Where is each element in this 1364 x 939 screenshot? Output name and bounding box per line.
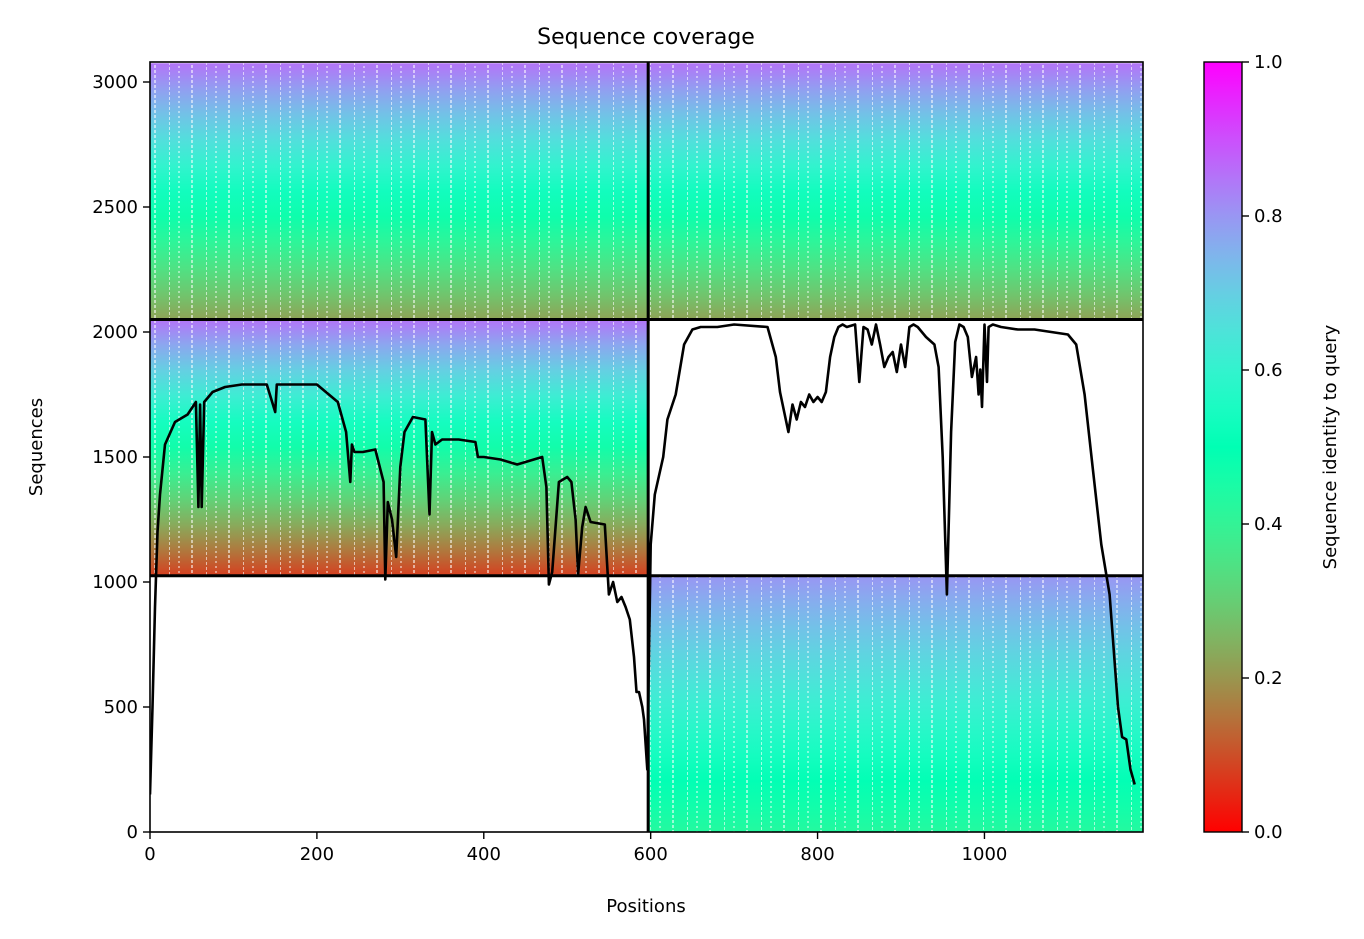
colorbar: 0.0 0.2 0.4 0.6 0.8 1.0 xyxy=(1203,52,1283,843)
colorbar-tick-label: 0.6 xyxy=(1254,360,1283,381)
y-tick-label: 2500 xyxy=(92,197,138,218)
alignment-gaps xyxy=(150,63,1143,832)
x-tick-label: 200 xyxy=(300,844,334,865)
plot-frame xyxy=(149,61,1144,833)
x-tick-label: 1000 xyxy=(962,844,1008,865)
heatmap-block-gaps xyxy=(150,319,649,576)
colorbar-tick-label: 0.4 xyxy=(1254,514,1283,535)
heatmap-block-gaps xyxy=(648,63,1143,320)
chart-title: Sequence coverage xyxy=(537,25,755,50)
colorbar-label: Sequence identity to query xyxy=(1320,324,1341,569)
x-tick-label: 600 xyxy=(633,844,667,865)
y-tick-label: 3000 xyxy=(92,72,138,93)
colorbar-tick-label: 1.0 xyxy=(1254,52,1283,73)
y-axis: 0 500 1000 1500 2000 2500 3000 xyxy=(92,72,150,843)
x-axis-label: Positions xyxy=(606,896,685,917)
coverage-line xyxy=(150,323,1136,795)
heatmap-block-gaps xyxy=(150,63,649,320)
colorbar-tick-label: 0.8 xyxy=(1254,206,1283,227)
y-tick-label: 1500 xyxy=(92,447,138,468)
y-tick-label: 0 xyxy=(127,822,138,843)
y-tick-label: 2000 xyxy=(92,322,138,343)
coverage-line-group xyxy=(150,323,1136,795)
y-axis-label: Sequences xyxy=(26,398,47,496)
colorbar-tick-label: 0.0 xyxy=(1254,822,1283,843)
x-tick-label: 800 xyxy=(800,844,834,865)
colorbar-tick-label: 0.2 xyxy=(1254,668,1283,689)
x-tick-label: 400 xyxy=(467,844,501,865)
x-axis: 0 200 400 600 800 1000 xyxy=(144,832,1007,865)
y-tick-label: 500 xyxy=(104,697,138,718)
colorbar-gradient xyxy=(1203,61,1243,833)
heatmap-block-gaps xyxy=(648,575,1143,832)
y-tick-label: 1000 xyxy=(92,572,138,593)
x-tick-label: 0 xyxy=(144,844,155,865)
